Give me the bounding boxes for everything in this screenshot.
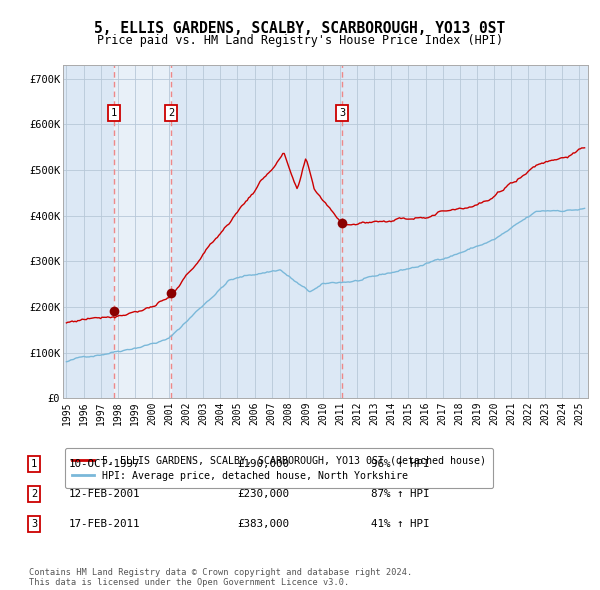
Text: Price paid vs. HM Land Registry's House Price Index (HPI): Price paid vs. HM Land Registry's House … bbox=[97, 34, 503, 47]
Text: 96% ↑ HPI: 96% ↑ HPI bbox=[371, 460, 430, 469]
Text: 1: 1 bbox=[31, 460, 37, 469]
Text: 2: 2 bbox=[31, 489, 37, 499]
Text: 17-FEB-2011: 17-FEB-2011 bbox=[69, 519, 140, 529]
Text: 87% ↑ HPI: 87% ↑ HPI bbox=[371, 489, 430, 499]
Bar bbox=[114, 65, 171, 398]
Text: 3: 3 bbox=[339, 108, 345, 118]
Legend: 5, ELLIS GARDENS, SCALBY, SCARBOROUGH, YO13 0ST (detached house), HPI: Average p: 5, ELLIS GARDENS, SCALBY, SCARBOROUGH, Y… bbox=[65, 448, 493, 488]
Text: £230,000: £230,000 bbox=[237, 489, 289, 499]
Text: £383,000: £383,000 bbox=[237, 519, 289, 529]
Text: 1: 1 bbox=[111, 108, 117, 118]
Text: Contains HM Land Registry data © Crown copyright and database right 2024.
This d: Contains HM Land Registry data © Crown c… bbox=[29, 568, 412, 587]
Text: 5, ELLIS GARDENS, SCALBY, SCARBOROUGH, YO13 0ST: 5, ELLIS GARDENS, SCALBY, SCARBOROUGH, Y… bbox=[94, 21, 506, 36]
Text: 3: 3 bbox=[31, 519, 37, 529]
Text: 41% ↑ HPI: 41% ↑ HPI bbox=[371, 519, 430, 529]
Text: 10-OCT-1997: 10-OCT-1997 bbox=[69, 460, 140, 469]
Text: 2: 2 bbox=[168, 108, 174, 118]
Text: 12-FEB-2001: 12-FEB-2001 bbox=[69, 489, 140, 499]
Text: £190,000: £190,000 bbox=[237, 460, 289, 469]
